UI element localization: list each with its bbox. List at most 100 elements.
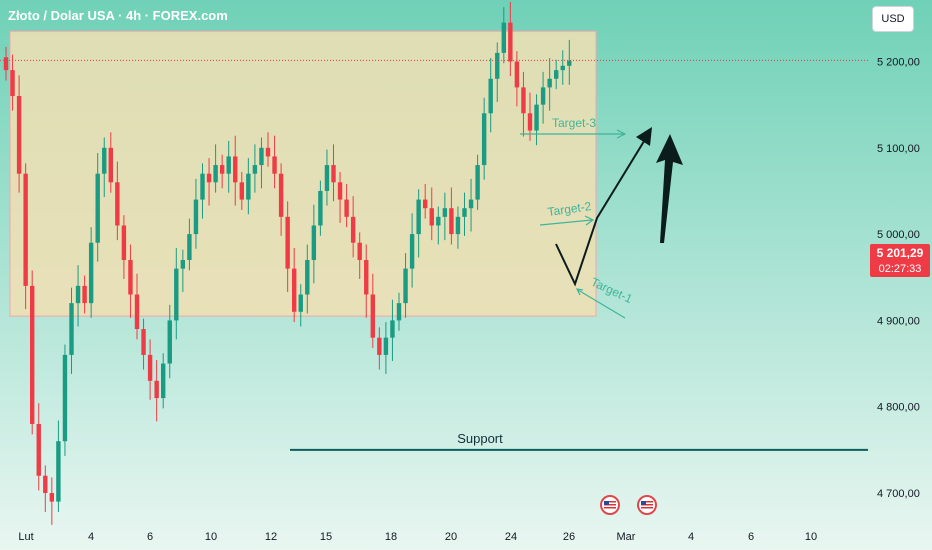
- candle[interactable]: [187, 218, 192, 271]
- candle[interactable]: [429, 187, 434, 241]
- candle[interactable]: [416, 189, 421, 258]
- candle-body: [554, 70, 559, 79]
- candle[interactable]: [554, 59, 559, 90]
- candle[interactable]: [193, 178, 199, 249]
- currency-button[interactable]: USD: [872, 6, 914, 32]
- candle[interactable]: [495, 42, 500, 103]
- candle[interactable]: [560, 50, 565, 85]
- candle[interactable]: [311, 204, 317, 284]
- candle[interactable]: [449, 187, 454, 245]
- candle[interactable]: [102, 137, 107, 197]
- candle[interactable]: [141, 318, 146, 370]
- candle[interactable]: [69, 287, 74, 374]
- candle[interactable]: [265, 132, 271, 167]
- candle[interactable]: [95, 152, 100, 262]
- candle[interactable]: [56, 420, 61, 512]
- candle[interactable]: [167, 304, 172, 379]
- candle[interactable]: [134, 273, 140, 340]
- candle[interactable]: [534, 94, 539, 146]
- candle[interactable]: [62, 344, 68, 456]
- candle[interactable]: [23, 163, 28, 310]
- candle[interactable]: [298, 284, 303, 327]
- candle[interactable]: [318, 180, 323, 236]
- candle[interactable]: [36, 403, 41, 491]
- candle[interactable]: [527, 92, 533, 141]
- candle[interactable]: [128, 244, 133, 318]
- candle[interactable]: [481, 97, 487, 180]
- candle[interactable]: [547, 58, 552, 111]
- candle[interactable]: [475, 154, 480, 210]
- candle[interactable]: [377, 327, 382, 370]
- candle[interactable]: [455, 206, 461, 249]
- candle[interactable]: [540, 71, 546, 124]
- candle[interactable]: [213, 144, 218, 193]
- candle[interactable]: [305, 244, 310, 314]
- candle[interactable]: [219, 154, 225, 189]
- candle-body: [364, 259, 369, 295]
- candle[interactable]: [10, 54, 15, 111]
- candle[interactable]: [115, 161, 120, 241]
- candle[interactable]: [75, 265, 81, 327]
- us-flag-icon[interactable]: [600, 495, 620, 515]
- candle[interactable]: [468, 178, 474, 232]
- candle[interactable]: [364, 244, 369, 318]
- candle-body: [318, 190, 323, 226]
- candle-body: [219, 165, 225, 174]
- candle[interactable]: [488, 58, 493, 133]
- candle[interactable]: [180, 249, 186, 292]
- candle[interactable]: [567, 39, 572, 85]
- candle[interactable]: [259, 137, 264, 189]
- candle[interactable]: [350, 196, 356, 258]
- candle-body: [265, 147, 271, 157]
- us-flag-icon[interactable]: [637, 495, 657, 515]
- candle[interactable]: [49, 477, 55, 525]
- candle[interactable]: [239, 171, 244, 210]
- candle[interactable]: [462, 192, 467, 236]
- candle[interactable]: [43, 465, 48, 512]
- candle[interactable]: [396, 292, 402, 331]
- candle[interactable]: [409, 213, 415, 288]
- candle[interactable]: [442, 192, 448, 241]
- candle[interactable]: [246, 158, 251, 215]
- candle-body: [115, 182, 120, 226]
- candle[interactable]: [121, 215, 127, 279]
- candle[interactable]: [337, 171, 343, 223]
- candle[interactable]: [508, 1, 513, 77]
- candle[interactable]: [16, 75, 22, 193]
- candle[interactable]: [324, 149, 330, 206]
- candle[interactable]: [383, 322, 389, 374]
- candle[interactable]: [285, 201, 290, 292]
- candle[interactable]: [147, 339, 153, 400]
- candle-body: [213, 165, 218, 183]
- candle[interactable]: [252, 144, 258, 193]
- candle[interactable]: [292, 247, 297, 323]
- candle[interactable]: [403, 253, 408, 318]
- candle[interactable]: [108, 132, 113, 193]
- candle[interactable]: [174, 247, 179, 340]
- candle[interactable]: [233, 135, 238, 206]
- candle[interactable]: [206, 158, 212, 206]
- candle[interactable]: [82, 275, 87, 314]
- candle[interactable]: [423, 184, 428, 219]
- candle[interactable]: [501, 7, 506, 64]
- candle[interactable]: [344, 184, 349, 228]
- candle[interactable]: [154, 360, 159, 422]
- candle[interactable]: [436, 206, 441, 245]
- candle[interactable]: [278, 163, 284, 236]
- candle[interactable]: [390, 299, 395, 361]
- candle[interactable]: [3, 46, 9, 81]
- candle[interactable]: [272, 135, 277, 189]
- y-tick-label: 4 800,00: [877, 402, 920, 414]
- candle[interactable]: [357, 232, 362, 279]
- candle[interactable]: [521, 71, 526, 137]
- candle[interactable]: [226, 140, 231, 193]
- symbol-title[interactable]: Złoto / Dolar USA · 4h · FOREX.com: [8, 8, 228, 23]
- candle[interactable]: [200, 163, 205, 219]
- candle-body: [128, 259, 133, 295]
- candle[interactable]: [88, 227, 94, 318]
- candle[interactable]: [370, 273, 375, 349]
- candle[interactable]: [30, 270, 35, 435]
- candle[interactable]: [331, 144, 336, 202]
- candle[interactable]: [161, 353, 166, 409]
